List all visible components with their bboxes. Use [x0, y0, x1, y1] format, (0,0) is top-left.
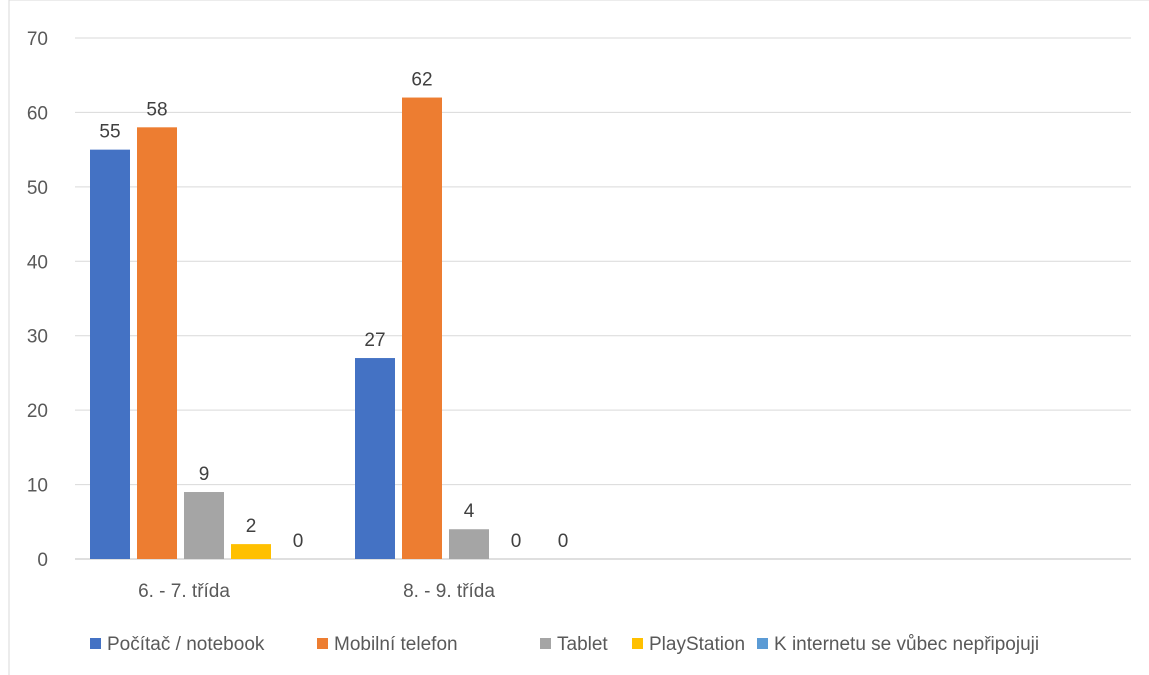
- legend-label: PlayStation: [649, 634, 745, 655]
- legend: Počítač / notebook Mobilní telefon Tablet P…: [90, 634, 1039, 655]
- bar-1-2: [137, 127, 177, 560]
- legend-swatch: [632, 638, 643, 649]
- bar-1-3: [184, 492, 224, 559]
- data-label: 62: [411, 70, 432, 91]
- legend-swatch: [317, 638, 328, 649]
- legend-label: Mobilní telefon: [334, 634, 458, 655]
- y-tick-label: 70: [27, 29, 48, 50]
- data-label: 27: [364, 330, 385, 351]
- y-axis-ticks: 0 10 20 30 40 50 60 70: [27, 29, 48, 571]
- x-tick-label: 6. - 7. třída: [138, 581, 230, 602]
- bar-1-4: [231, 544, 271, 559]
- legend-label: Počítač / notebook: [107, 634, 265, 655]
- data-label: 55: [99, 122, 120, 143]
- legend-label: Tablet: [557, 634, 608, 655]
- y-tick-label: 20: [27, 401, 48, 422]
- x-axis-ticks: 6. - 7. třída 8. - 9. třída: [138, 581, 495, 602]
- x-tick-label: 8. - 9. třída: [403, 581, 495, 602]
- data-label: 0: [293, 531, 304, 552]
- legend-swatch: [540, 638, 551, 649]
- y-tick-label: 30: [27, 327, 48, 348]
- data-label: 9: [199, 464, 210, 485]
- y-tick-label: 60: [27, 103, 48, 124]
- bar-1-1: [90, 149, 130, 559]
- data-label: 0: [558, 531, 569, 552]
- gridlines: [75, 37, 1131, 560]
- bar-2-1: [355, 358, 395, 559]
- legend-swatch: [757, 638, 768, 649]
- y-tick-label: 10: [27, 476, 48, 497]
- data-label: 58: [146, 99, 167, 120]
- y-tick-label: 40: [27, 252, 48, 273]
- bar-2-2: [402, 97, 442, 560]
- legend-label: K internetu se vůbec nepřipojuji: [774, 634, 1039, 655]
- bars: [90, 97, 489, 560]
- data-labels: 55 58 9 2 0 27 62 4 0 0: [99, 70, 568, 552]
- data-label: 4: [464, 501, 475, 522]
- y-tick-label: 50: [27, 178, 48, 199]
- legend-swatch: [90, 638, 101, 649]
- data-label: 0: [511, 531, 522, 552]
- data-label: 2: [246, 516, 257, 537]
- bar-2-3: [449, 529, 489, 559]
- y-tick-label: 0: [37, 550, 48, 571]
